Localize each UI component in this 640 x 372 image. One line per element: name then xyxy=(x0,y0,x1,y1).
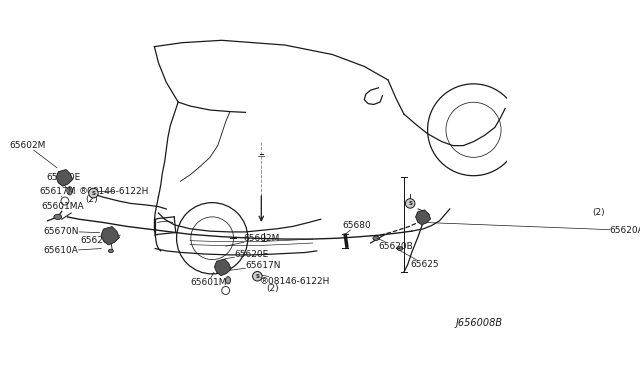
Polygon shape xyxy=(101,227,120,245)
Text: S: S xyxy=(255,274,259,279)
Text: S: S xyxy=(408,201,412,206)
Text: (2): (2) xyxy=(592,208,605,217)
Text: 65620E: 65620E xyxy=(46,173,80,187)
Ellipse shape xyxy=(225,277,230,284)
Circle shape xyxy=(253,272,262,281)
Text: S: S xyxy=(92,190,95,196)
Text: 65620E: 65620E xyxy=(225,250,269,259)
Text: (2): (2) xyxy=(86,195,98,204)
Ellipse shape xyxy=(373,236,380,240)
Text: ®08156-6161A: ®08156-6161A xyxy=(0,371,1,372)
Text: 65617N: 65617N xyxy=(227,262,281,271)
Text: ®08146-6122H: ®08146-6122H xyxy=(79,187,150,196)
Text: 65610A: 65610A xyxy=(44,246,101,256)
Text: 65620B: 65620B xyxy=(377,238,413,251)
Text: 65620+A: 65620+A xyxy=(0,371,1,372)
Text: (2): (2) xyxy=(266,285,278,294)
Text: 65620: 65620 xyxy=(81,235,120,245)
Text: 65630: 65630 xyxy=(0,371,1,372)
Ellipse shape xyxy=(397,247,403,250)
Text: 65617M: 65617M xyxy=(40,187,76,197)
Circle shape xyxy=(89,188,98,198)
Text: J656008B: J656008B xyxy=(456,318,503,328)
Ellipse shape xyxy=(54,214,61,219)
Text: 65625: 65625 xyxy=(401,251,439,269)
Text: ®08146-6122H: ®08146-6122H xyxy=(258,275,330,286)
Text: 65602M: 65602M xyxy=(10,141,57,168)
Text: 65602M: 65602M xyxy=(226,234,280,246)
Ellipse shape xyxy=(67,187,72,195)
Ellipse shape xyxy=(108,249,113,253)
Text: 65601MA: 65601MA xyxy=(41,202,84,211)
Text: 65620A: 65620A xyxy=(424,222,640,235)
Text: 65680: 65680 xyxy=(342,221,371,234)
Text: 65670N: 65670N xyxy=(44,227,100,235)
Polygon shape xyxy=(214,259,231,276)
Text: 65601M: 65601M xyxy=(190,272,227,287)
Circle shape xyxy=(405,199,415,208)
Polygon shape xyxy=(56,170,73,186)
Polygon shape xyxy=(415,210,431,225)
